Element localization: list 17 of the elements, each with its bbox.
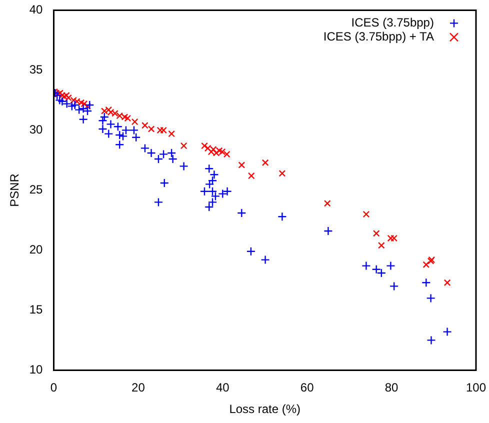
legend-label: ICES (3.75bpp): [351, 16, 434, 30]
x-tick-label: 100: [466, 380, 486, 395]
y-tick-label: 20: [29, 242, 44, 257]
x-tick-label: 60: [300, 380, 314, 395]
x-axis-title: Loss rate (%): [229, 402, 301, 416]
y-tick-label: 35: [29, 62, 44, 77]
x-tick-label: 80: [384, 380, 399, 395]
y-tick-label: 10: [29, 362, 44, 377]
y-tick-label: 25: [29, 182, 44, 197]
y-tick-label: 30: [29, 122, 44, 137]
legend-label: ICES (3.75bpp) + TA: [323, 30, 434, 44]
x-tick-label: 0: [50, 380, 58, 395]
y-tick-label: 15: [29, 302, 44, 317]
x-tick-label: 40: [216, 380, 230, 395]
y-axis-title: PSNR: [8, 173, 22, 207]
y-tick-label: 40: [29, 2, 44, 17]
x-tick-label: 20: [132, 380, 146, 395]
